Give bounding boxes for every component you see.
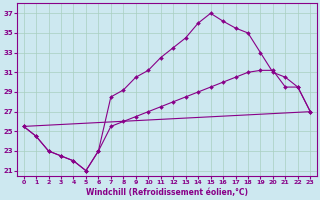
X-axis label: Windchill (Refroidissement éolien,°C): Windchill (Refroidissement éolien,°C) bbox=[86, 188, 248, 197]
